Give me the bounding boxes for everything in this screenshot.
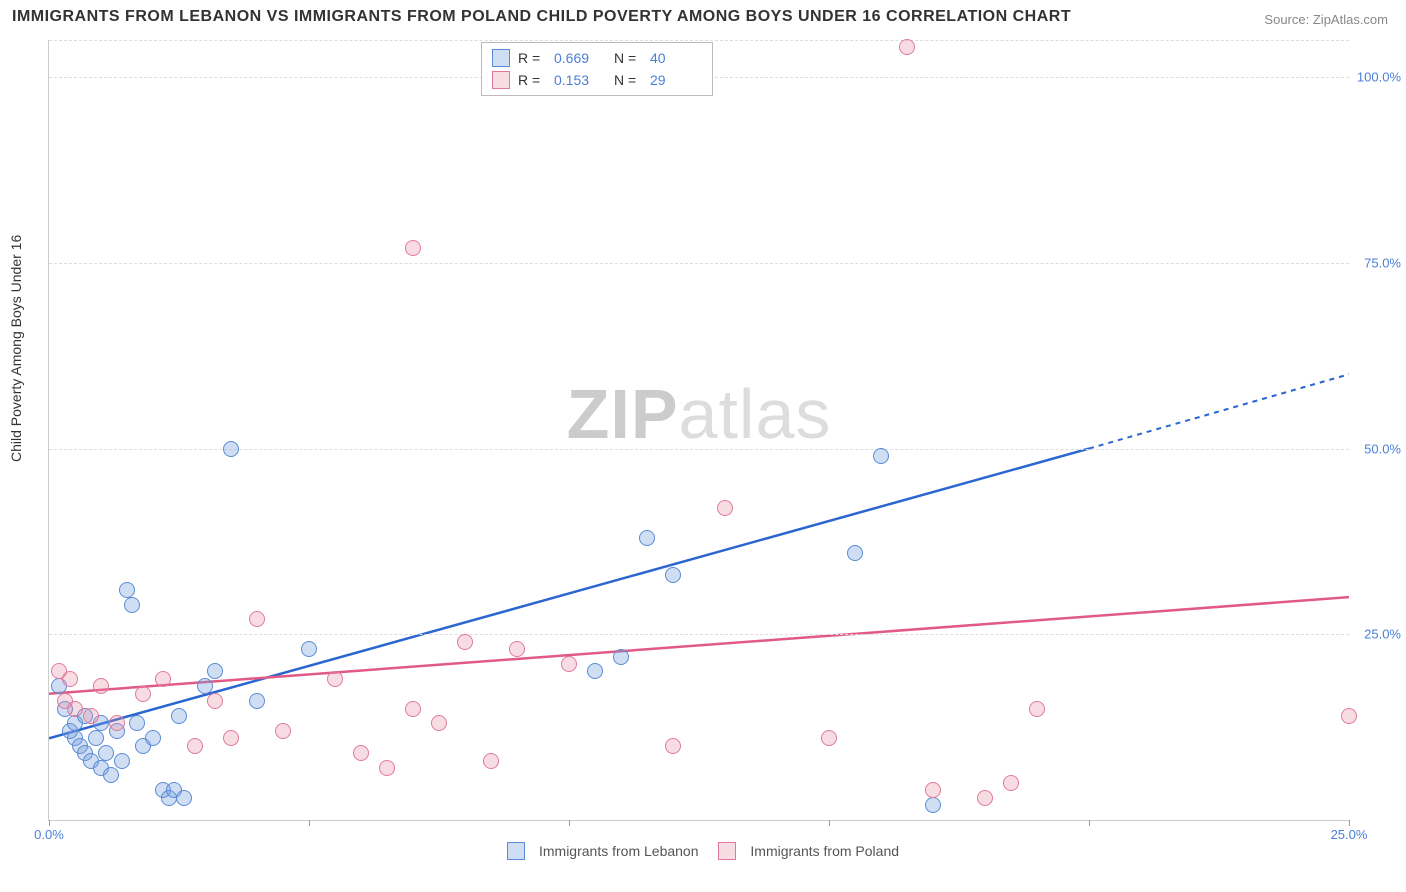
data-point xyxy=(717,500,733,516)
data-point xyxy=(353,745,369,761)
n-label: N = xyxy=(614,72,642,88)
data-point xyxy=(176,790,192,806)
source-link[interactable]: ZipAtlas.com xyxy=(1313,12,1388,27)
x-tick xyxy=(309,820,310,826)
data-point xyxy=(379,760,395,776)
chart-title: IMMIGRANTS FROM LEBANON VS IMMIGRANTS FR… xyxy=(12,8,1071,26)
x-tick xyxy=(829,820,830,826)
legend-label-lebanon: Immigrants from Lebanon xyxy=(539,843,699,859)
data-point xyxy=(665,567,681,583)
data-point xyxy=(899,39,915,55)
data-point xyxy=(509,641,525,657)
n-label: N = xyxy=(614,50,642,66)
data-point xyxy=(124,597,140,613)
data-point xyxy=(114,753,130,769)
r-value-poland: 0.153 xyxy=(554,72,606,88)
plot-area: ZIPatlas R = 0.669 N = 40 R = 0.153 N = … xyxy=(48,40,1349,821)
legend-row-poland: R = 0.153 N = 29 xyxy=(492,69,702,91)
data-point xyxy=(275,723,291,739)
x-tick xyxy=(1349,820,1350,826)
series-legend: Immigrants from Lebanon Immigrants from … xyxy=(0,842,1406,860)
x-tick xyxy=(569,820,570,826)
legend-label-poland: Immigrants from Poland xyxy=(750,843,899,859)
data-point xyxy=(925,782,941,798)
x-tick-label: 25.0% xyxy=(1331,827,1368,842)
watermark: ZIPatlas xyxy=(567,374,832,454)
legend-row-lebanon: R = 0.669 N = 40 xyxy=(492,47,702,69)
data-point xyxy=(665,738,681,754)
data-point xyxy=(119,582,135,598)
x-tick-label: 0.0% xyxy=(34,827,64,842)
data-point xyxy=(977,790,993,806)
data-point xyxy=(405,240,421,256)
data-point xyxy=(135,686,151,702)
data-point xyxy=(62,671,78,687)
data-point xyxy=(129,715,145,731)
x-tick xyxy=(1089,820,1090,826)
correlation-legend: R = 0.669 N = 40 R = 0.153 N = 29 xyxy=(481,42,713,96)
chart-container: Child Poverty Among Boys Under 16 ZIPatl… xyxy=(0,32,1406,862)
watermark-zip: ZIP xyxy=(567,375,679,453)
r-value-lebanon: 0.669 xyxy=(554,50,606,66)
n-value-poland: 29 xyxy=(650,72,702,88)
data-point xyxy=(197,678,213,694)
y-tick-label: 50.0% xyxy=(1364,441,1401,456)
source-label: Source: xyxy=(1264,12,1309,27)
data-point xyxy=(109,715,125,731)
data-point xyxy=(587,663,603,679)
data-point xyxy=(67,701,83,717)
data-point xyxy=(431,715,447,731)
data-point xyxy=(83,708,99,724)
y-tick-label: 25.0% xyxy=(1364,627,1401,642)
data-point xyxy=(873,448,889,464)
data-point xyxy=(145,730,161,746)
data-point xyxy=(1029,701,1045,717)
data-point xyxy=(155,671,171,687)
swatch-poland xyxy=(718,842,736,860)
data-point xyxy=(639,530,655,546)
r-label: R = xyxy=(518,72,546,88)
data-point xyxy=(457,634,473,650)
data-point xyxy=(88,730,104,746)
data-point xyxy=(613,649,629,665)
data-point xyxy=(249,611,265,627)
gridline xyxy=(49,634,1349,635)
data-point xyxy=(98,745,114,761)
data-point xyxy=(925,797,941,813)
data-point xyxy=(171,708,187,724)
data-point xyxy=(187,738,203,754)
data-point xyxy=(93,678,109,694)
data-point xyxy=(207,693,223,709)
gridline xyxy=(49,449,1349,450)
data-point xyxy=(249,693,265,709)
data-point xyxy=(103,767,119,783)
data-point xyxy=(223,730,239,746)
data-point xyxy=(405,701,421,717)
data-point xyxy=(561,656,577,672)
data-point xyxy=(483,753,499,769)
trend-lines xyxy=(49,40,1349,820)
x-tick xyxy=(49,820,50,826)
swatch-lebanon xyxy=(492,49,510,67)
watermark-atlas: atlas xyxy=(679,375,832,453)
swatch-poland xyxy=(492,71,510,89)
swatch-lebanon xyxy=(507,842,525,860)
y-tick-label: 100.0% xyxy=(1357,70,1401,85)
r-label: R = xyxy=(518,50,546,66)
data-point xyxy=(1003,775,1019,791)
data-point xyxy=(847,545,863,561)
y-axis-label: Child Poverty Among Boys Under 16 xyxy=(8,235,24,462)
source-attribution: Source: ZipAtlas.com xyxy=(1264,12,1388,27)
gridline xyxy=(49,40,1349,41)
data-point xyxy=(223,441,239,457)
data-point xyxy=(327,671,343,687)
y-tick-label: 75.0% xyxy=(1364,255,1401,270)
n-value-lebanon: 40 xyxy=(650,50,702,66)
data-point xyxy=(821,730,837,746)
gridline xyxy=(49,263,1349,264)
data-point xyxy=(301,641,317,657)
data-point xyxy=(207,663,223,679)
data-point xyxy=(1341,708,1357,724)
